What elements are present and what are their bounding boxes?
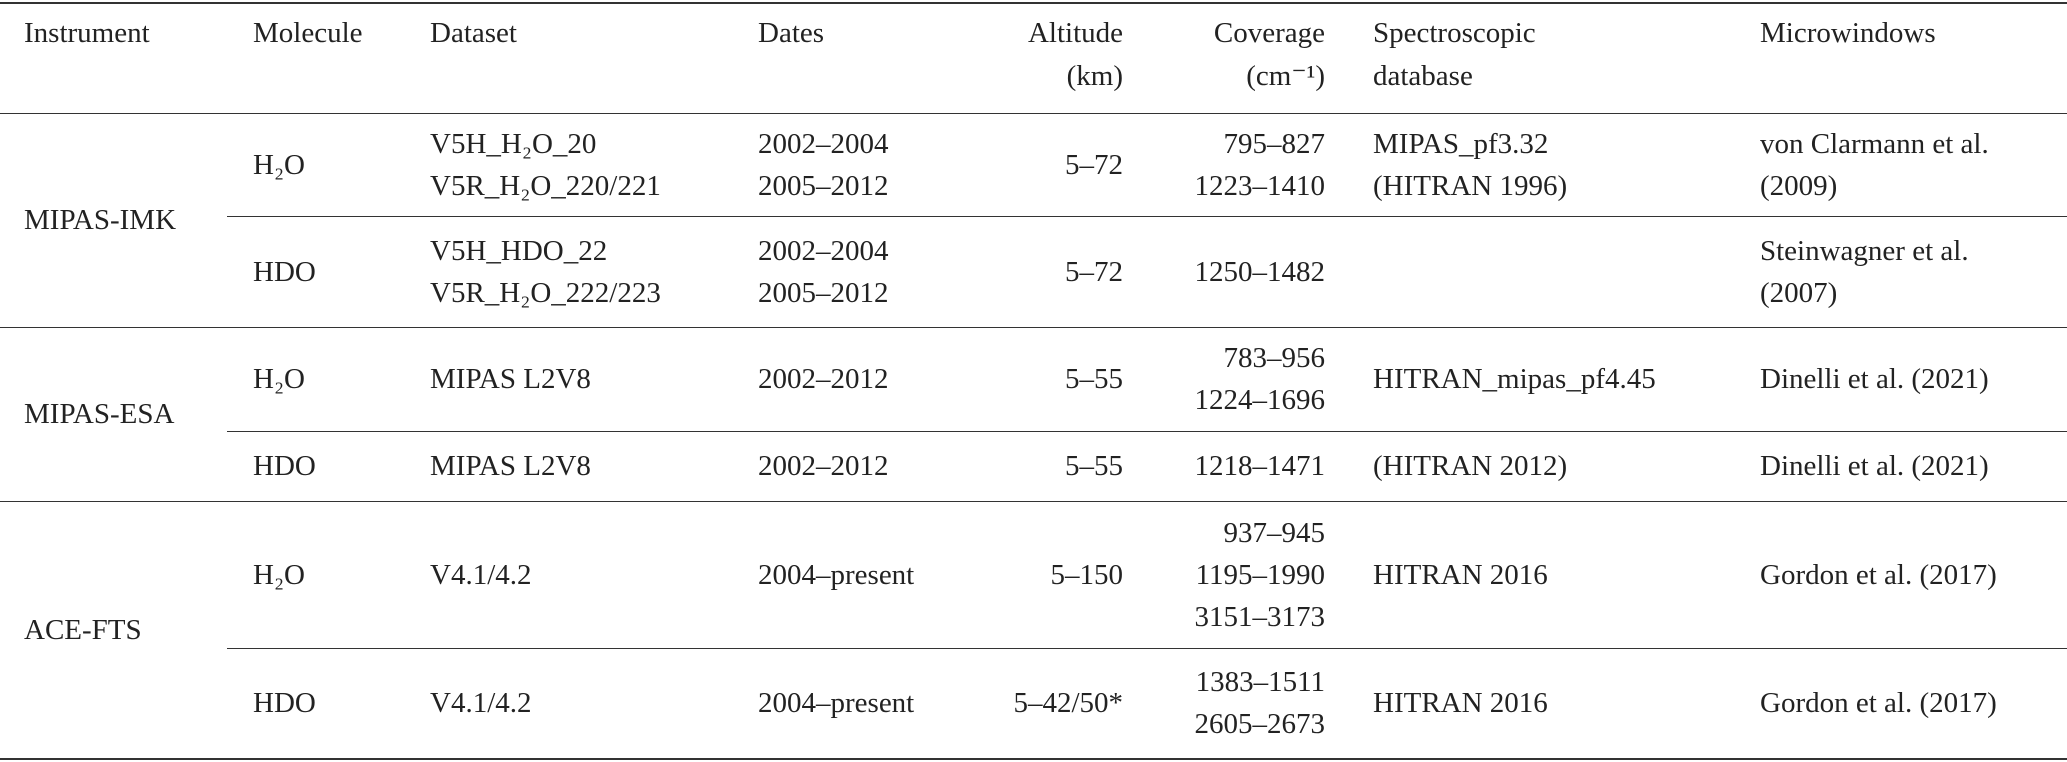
microwindows: von Clarmann et al. [1760, 127, 1989, 160]
molecule: HDO [253, 450, 316, 482]
header-cell: Dataset [430, 17, 517, 49]
rule [0, 758, 2067, 760]
dates: 2002–2004 [758, 127, 889, 160]
instrument: MIPAS-ESA [24, 398, 175, 430]
coverage: 1218–1471 [1194, 450, 1326, 482]
molecule: H₂O [253, 148, 305, 181]
coverage: 937–945 [1223, 516, 1326, 549]
rule [0, 327, 2067, 328]
header-cell: Dates [758, 17, 825, 49]
header-cell: Microwindows [1760, 17, 1936, 49]
database: HITRAN 2016 [1373, 558, 1548, 591]
rule [227, 648, 2067, 649]
coverage: 783–956 [1223, 342, 1326, 374]
rule [227, 216, 2067, 217]
header-cell: Altitude [1027, 17, 1123, 49]
dataset: MIPAS L2V8 [430, 450, 591, 482]
coverage: 1224–1696 [1194, 384, 1326, 416]
dates: 2004–present [758, 687, 915, 719]
altitude: 5–150 [1050, 558, 1124, 591]
database: HITRAN 2016 [1373, 687, 1548, 719]
microwindows: Gordon et al. (2017) [1760, 558, 1997, 591]
altitude: 5–55 [1065, 450, 1123, 482]
rule [0, 2, 2067, 4]
instrument: MIPAS-IMK [24, 204, 177, 236]
header-cell: Molecule [253, 17, 363, 49]
altitude: 5–55 [1065, 363, 1123, 395]
molecule: H₂O [253, 363, 305, 395]
rule [0, 501, 2067, 502]
coverage: 1195–1990 [1195, 558, 1325, 591]
header-cell: (km) [1066, 60, 1123, 92]
microwindows: Steinwagner et al. [1760, 234, 1969, 267]
header-cell: Spectroscopic [1373, 17, 1536, 49]
molecule: HDO [253, 687, 316, 719]
dataset: V5H_H₂O_20 [430, 127, 597, 160]
rule [0, 113, 2067, 114]
altitude: 5–72 [1065, 255, 1123, 288]
microwindows: (2007) [1760, 276, 1838, 309]
dataset: MIPAS L2V8 [430, 363, 591, 395]
altitude: 5–72 [1065, 148, 1123, 181]
dates: 2002–2004 [758, 234, 889, 267]
header-cell: (cm⁻¹) [1246, 60, 1325, 92]
molecule: H₂O [253, 558, 305, 591]
dates: 2004–present [758, 558, 915, 591]
coverage: 1250–1482 [1194, 255, 1326, 288]
microwindows: Gordon et al. (2017) [1760, 687, 1997, 719]
microwindows: Dinelli et al. (2021) [1760, 363, 1989, 395]
database: HITRAN_mipas_pf4.45 [1373, 363, 1656, 395]
coverage: 1223–1410 [1194, 169, 1326, 202]
dataset: V4.1/4.2 [430, 558, 532, 591]
rule [227, 431, 2067, 432]
microwindows: (2009) [1760, 169, 1838, 202]
header-cell: database [1373, 60, 1473, 92]
database: MIPAS_pf3.32 [1373, 127, 1549, 160]
microwindows: Dinelli et al. (2021) [1760, 450, 1989, 482]
coverage: 1383–1511 [1195, 666, 1325, 698]
altitude: 5–42/50* [1013, 687, 1123, 719]
coverage: 795–827 [1223, 127, 1326, 160]
dataset: V5R_H₂O_222/223 [430, 276, 661, 309]
dates: 2005–2012 [758, 169, 889, 202]
dataset: V5H_HDO_22 [430, 234, 608, 267]
header-cell: Instrument [24, 17, 150, 49]
database: (HITRAN 1996) [1373, 169, 1568, 202]
instrument: ACE-FTS [24, 613, 142, 646]
database: (HITRAN 2012) [1373, 450, 1568, 482]
coverage: 3151–3173 [1194, 600, 1326, 633]
molecule: HDO [253, 255, 316, 288]
dataset: V4.1/4.2 [430, 687, 532, 719]
dates: 2002–2012 [758, 363, 889, 395]
dates: 2002–2012 [758, 450, 889, 482]
header-cell: Coverage [1213, 17, 1325, 49]
dataset: V5R_H₂O_220/221 [430, 169, 661, 202]
dates: 2005–2012 [758, 276, 889, 309]
coverage: 2605–2673 [1194, 708, 1326, 740]
